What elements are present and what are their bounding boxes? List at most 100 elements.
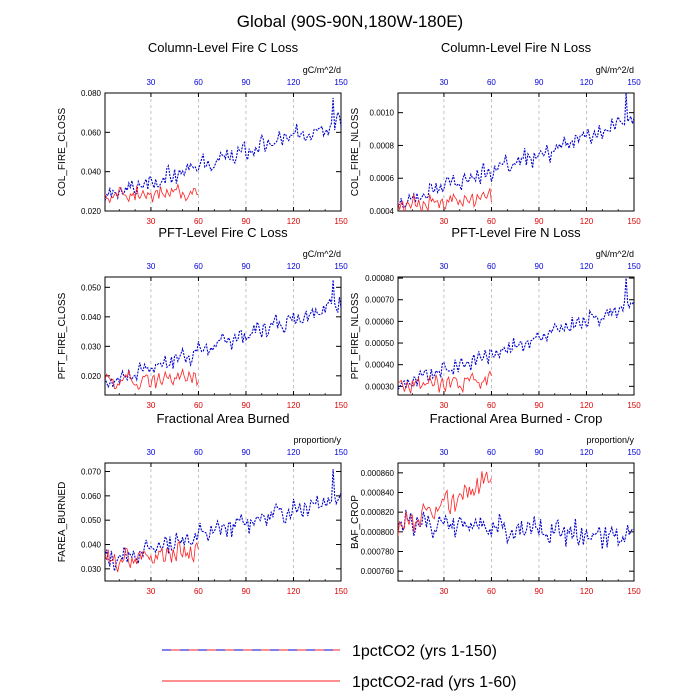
y-tick-label: 0.0004 (370, 207, 395, 216)
y-tick-label: 0.00060 (365, 317, 394, 326)
series-line-1pctco2-rad (398, 471, 492, 537)
y-tick-label: 0.000800 (361, 528, 395, 537)
legend-label-1pctco2: 1pctCO2 (yrs 1-150) (352, 643, 497, 660)
x-tick-label: 150 (627, 401, 641, 410)
series-group (398, 471, 634, 550)
y-tick-label: 0.0010 (370, 109, 395, 118)
chart-panel-4: PFT-Level Fire N Loss gN/m^2/d 30 30 60 60 90 9… (350, 225, 641, 410)
y-axis-label: BAF_CROP (350, 495, 361, 549)
x-tick-label: 150 (334, 587, 348, 596)
x-tick-label: 120 (287, 217, 301, 226)
y-axis-label: FAREA_BURNED (57, 482, 68, 563)
x-tick-label-top: 90 (535, 78, 544, 87)
x-tick-label: 30 (146, 401, 155, 410)
x-tick-label-top: 120 (287, 78, 301, 87)
x-tick-label-top: 150 (334, 262, 348, 271)
panel-title: Fractional Area Burned - Crop (430, 411, 603, 426)
x-tick-label-top: 30 (146, 262, 155, 271)
legend: 1pctCO2 (yrs 1-150) 1pctCO2-rad (yrs 1-6… (162, 643, 517, 691)
units-label: gN/m^2/d (596, 65, 634, 75)
y-tick-label: 0.0006 (370, 174, 395, 183)
y-tick-label: 0.060 (81, 128, 102, 137)
series-line-1pctco2-rad (398, 370, 492, 394)
units-label: gC/m^2/d (303, 249, 341, 259)
x-tick-label: 90 (242, 401, 251, 410)
x-tick-label: 90 (242, 217, 251, 226)
x-tick-label: 30 (146, 587, 155, 596)
x-tick-label: 90 (535, 401, 544, 410)
x-tick-label: 150 (627, 217, 641, 226)
panel-title: PFT-Level Fire N Loss (451, 225, 581, 240)
y-tick-label: 0.040 (81, 168, 102, 177)
x-tick-label-top: 30 (439, 448, 448, 457)
y-tick-label: 0.020 (81, 372, 102, 381)
x-tick-label: 30 (146, 217, 155, 226)
y-tick-label: 0.000860 (361, 469, 395, 478)
x-tick-label: 90 (535, 587, 544, 596)
x-tick-label-top: 60 (487, 448, 496, 457)
x-tick-label-top: 120 (287, 262, 301, 271)
x-tick-label: 120 (287, 587, 301, 596)
panel-title: Column-Level Fire N Loss (441, 40, 592, 55)
y-axis-label: COL_FIRE_CLOSS (57, 107, 68, 196)
panel-title: PFT-Level Fire C Loss (158, 225, 288, 240)
y-tick-label: 0.00050 (365, 339, 394, 348)
y-tick-label: 0.000820 (361, 508, 395, 517)
x-tick-label: 90 (535, 217, 544, 226)
chart-panel-2: Column-Level Fire N Loss gN/m^2/d 30 30 60 60… (350, 40, 641, 226)
y-tick-label: 0.030 (81, 565, 102, 574)
y-tick-label: 0.070 (81, 468, 102, 477)
y-axis-label: PFT_FIRE_NLOSS (350, 292, 361, 379)
plot-frame (104, 276, 342, 396)
series-line-1pctco2 (398, 93, 634, 209)
y-tick-label: 0.040 (81, 541, 102, 550)
plot-frame (104, 92, 342, 212)
x-tick-label-top: 120 (580, 262, 594, 271)
x-tick-label-top: 90 (242, 262, 251, 271)
chart-panels: Column-Level Fire C Loss gC/m^2/d 30 30 60 60… (57, 40, 641, 596)
y-tick-label: 0.0008 (370, 141, 395, 150)
series-line-1pctco2 (398, 278, 634, 390)
x-tick-label: 120 (580, 587, 594, 596)
x-tick-label-top: 30 (146, 78, 155, 87)
y-tick-label: 0.000840 (361, 489, 395, 498)
x-tick-label-top: 90 (242, 448, 251, 457)
x-tick-label-top: 60 (487, 78, 496, 87)
y-axis-label: PFT_FIRE_CLOSS (57, 292, 68, 379)
chart-panel-1: Column-Level Fire C Loss gC/m^2/d 30 30 60 60… (57, 40, 348, 226)
x-tick-label: 30 (439, 217, 448, 226)
y-tick-label: 0.030 (81, 342, 102, 351)
y-tick-label: 0.000760 (361, 567, 395, 576)
x-tick-label-top: 60 (194, 262, 203, 271)
x-tick-label-top: 60 (487, 262, 496, 271)
x-tick-label: 150 (334, 217, 348, 226)
series-group (398, 93, 634, 211)
x-tick-label-top: 90 (242, 78, 251, 87)
x-tick-label-top: 150 (627, 262, 641, 271)
series-line-1pctco2 (105, 279, 341, 389)
legend-label-1pctco2-rad: 1pctCO2-rad (yrs 1-60) (352, 674, 517, 691)
x-tick-label-top: 30 (146, 448, 155, 457)
series-group (105, 279, 341, 390)
series-group (105, 97, 341, 204)
x-tick-label: 60 (487, 401, 496, 410)
x-tick-label: 120 (580, 217, 594, 226)
plot-frame (397, 462, 635, 582)
y-tick-label: 0.020 (81, 207, 102, 216)
y-tick-label: 0.00030 (365, 382, 394, 391)
x-tick-label: 60 (194, 401, 203, 410)
x-tick-label-top: 150 (627, 448, 641, 457)
x-tick-label: 60 (487, 217, 496, 226)
x-tick-label: 60 (194, 217, 203, 226)
series-group (105, 469, 341, 573)
x-tick-label-top: 150 (334, 448, 348, 457)
units-label: proportion/y (586, 435, 634, 445)
x-tick-label: 120 (580, 401, 594, 410)
x-tick-label-top: 90 (535, 448, 544, 457)
y-tick-label: 0.00080 (365, 274, 394, 283)
y-tick-label: 0.00070 (365, 296, 394, 305)
y-tick-label: 0.040 (81, 313, 102, 322)
figure-title: Global (90S-90N,180W-180E) (237, 12, 463, 31)
